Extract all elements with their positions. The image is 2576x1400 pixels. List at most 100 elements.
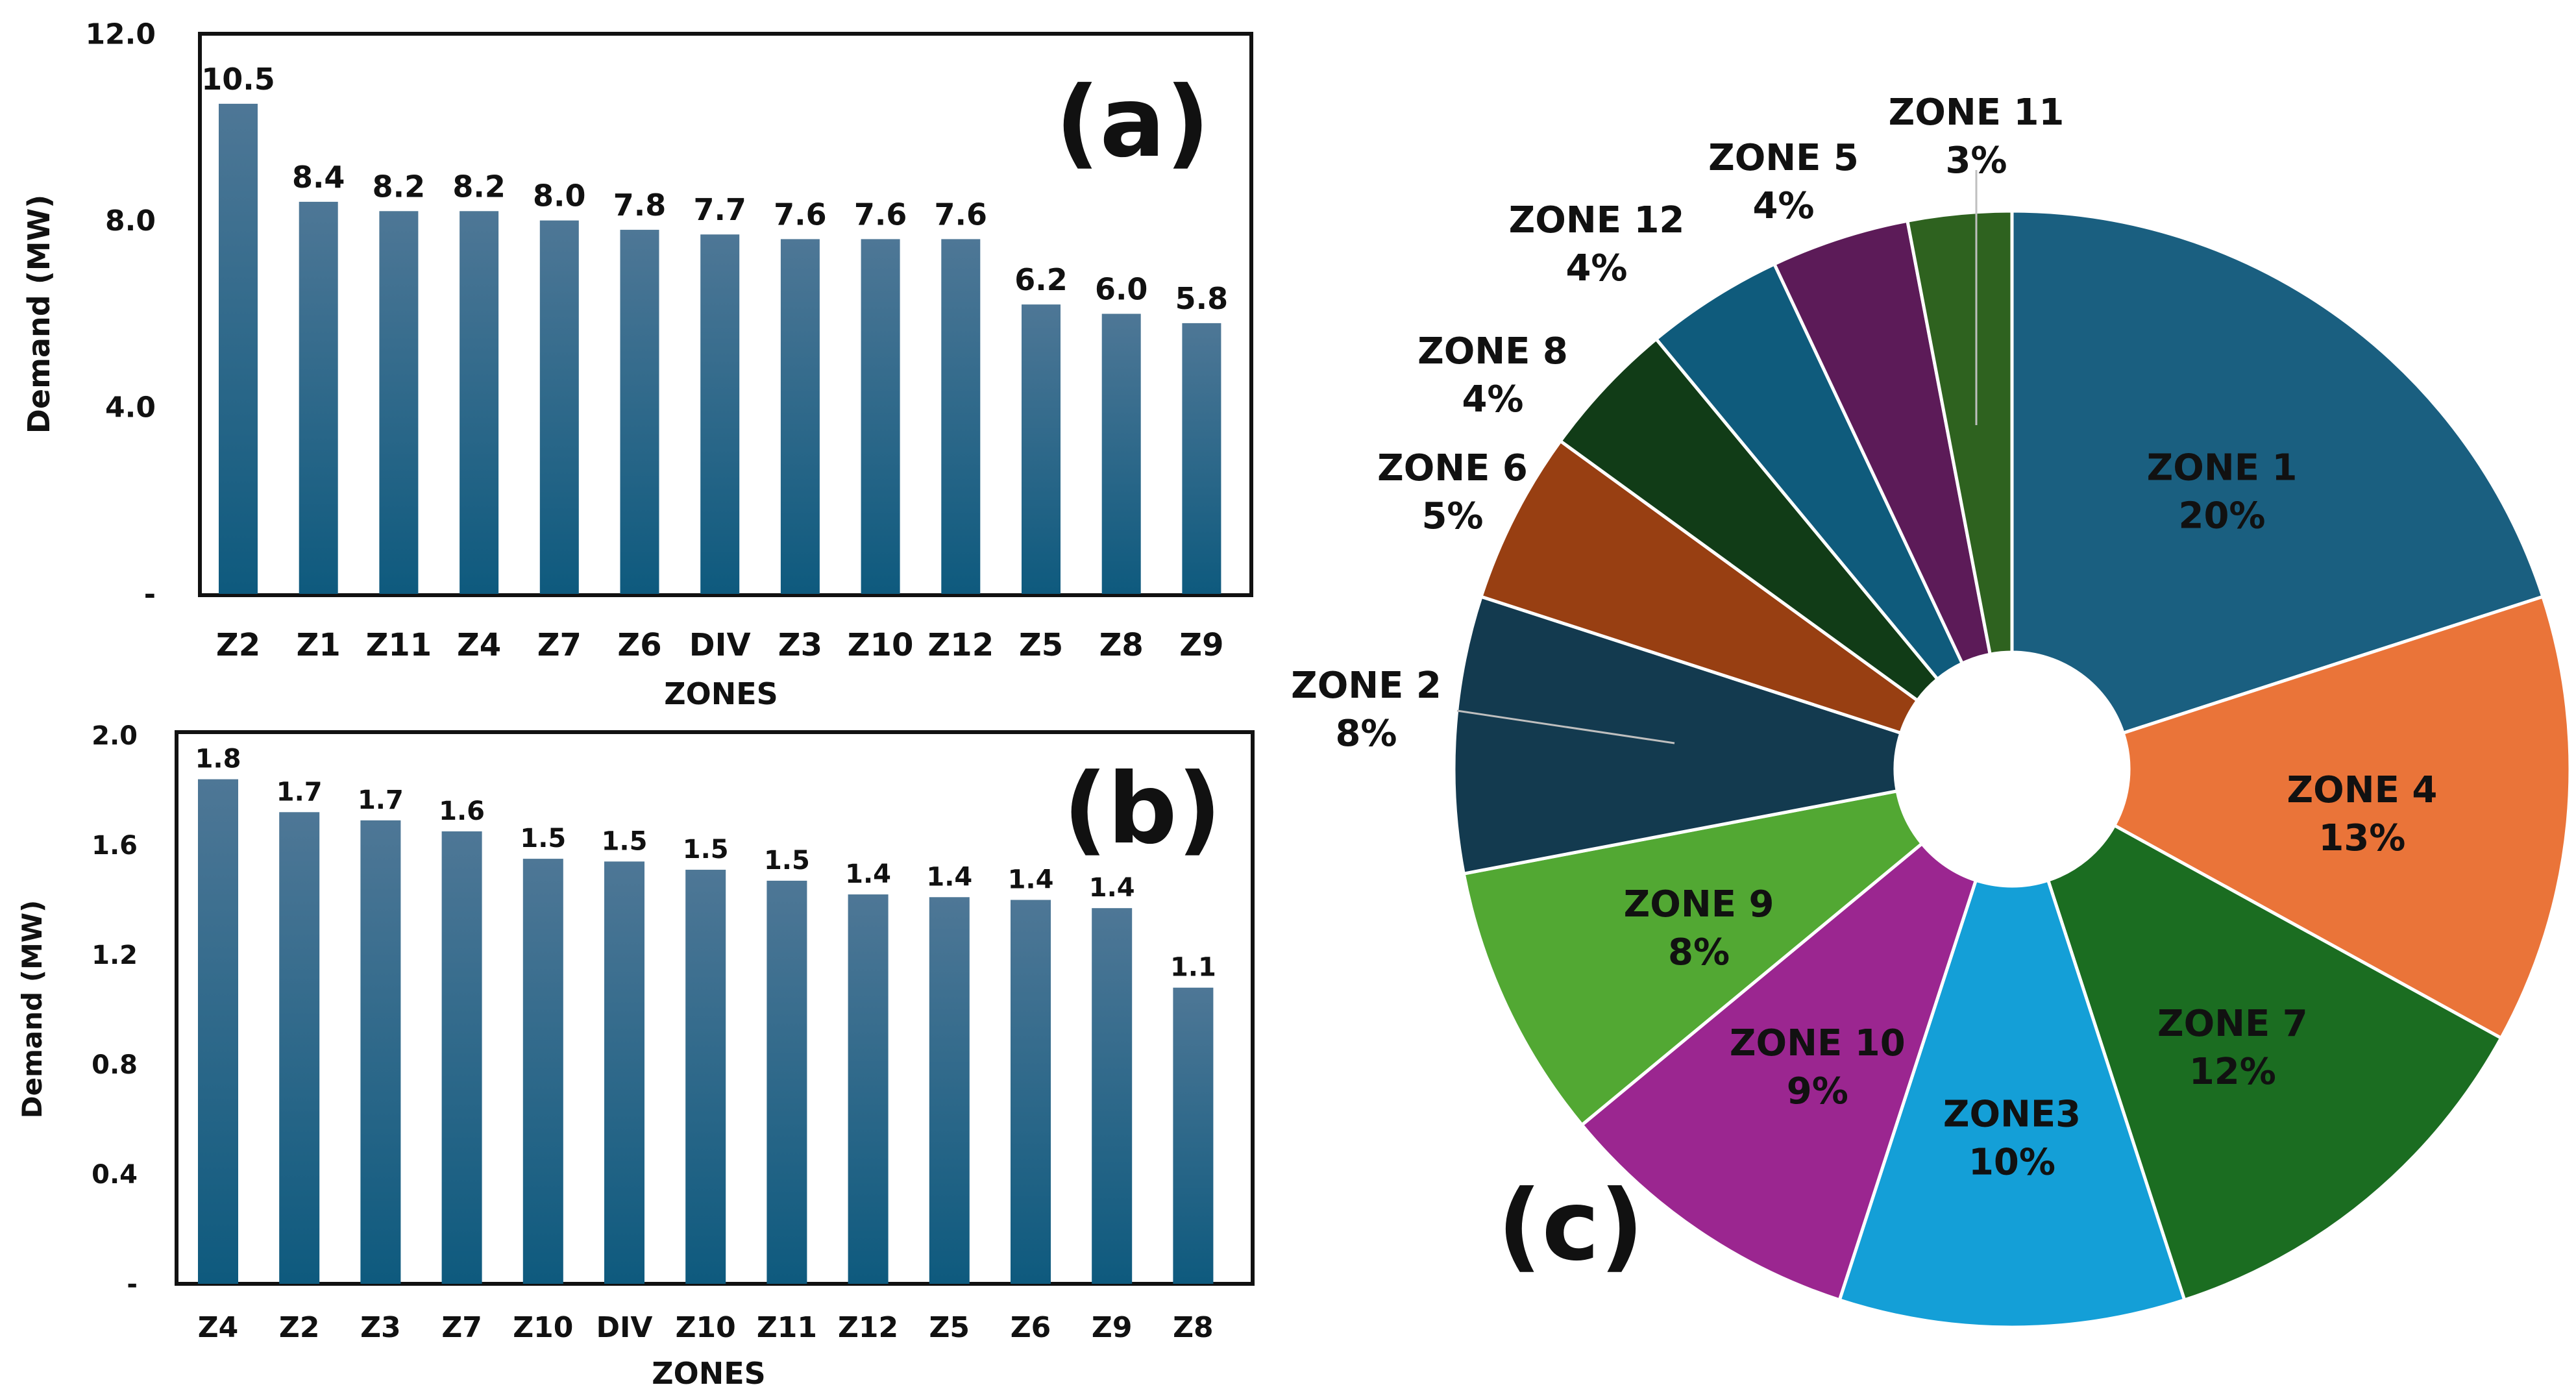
y-tick-label: - [127, 1270, 138, 1299]
slice-percent: 10% [1969, 1141, 2055, 1183]
panel-a-y-axis-label: Demand (MW) [21, 195, 56, 434]
bar-value-label: 1.6 [439, 796, 485, 826]
y-tick-label: 12.0 [85, 18, 156, 51]
bar-value-label: 1.4 [1008, 865, 1054, 895]
bar [522, 859, 563, 1284]
bar [1092, 908, 1133, 1284]
slice-name: ZONE 1 [2147, 447, 2298, 489]
x-tick-label: Z2 [216, 627, 260, 663]
bar-value-label: 1.4 [1089, 873, 1135, 903]
bar-value-label: 1.7 [276, 777, 323, 807]
x-tick-label: Z2 [279, 1311, 320, 1344]
slice-label: ZONE 11 3% [1889, 92, 2065, 182]
panel-b-y-ticks: - 0.4 0.8 1.2 1.6 2.0 [92, 721, 138, 1299]
panel-b-bar-chart: -0.40.81.21.62.0 1.81.7 1.7 1.61.5 1.5 1.5 1.… [16, 721, 1255, 1391]
slice-name: ZONE 7 [2157, 1003, 2308, 1045]
slice-label: ZONE 10 9% [1730, 1022, 1906, 1112]
bar [1182, 323, 1221, 594]
bar [685, 870, 726, 1284]
x-tick-label: Z6 [617, 627, 661, 663]
bar-value-label: 7.6 [774, 197, 827, 232]
slice-label: ZONE 7 12% [2157, 1003, 2308, 1093]
slice-percent: 8% [1668, 931, 1730, 974]
slice-percent: 13% [2318, 817, 2405, 859]
x-tick-label: DIV [596, 1311, 653, 1344]
bar [279, 812, 320, 1284]
pie-slice [1837, 878, 2187, 1329]
bar-value-label: 7.6 [935, 197, 988, 232]
panel-c-leader-lines [1456, 170, 1978, 744]
x-tick-label: Z9 [1179, 627, 1223, 663]
bar-value-label: 5.8 [1175, 281, 1229, 316]
panel-b-bars [198, 779, 1214, 1284]
slice-label: ZONE 1 20% [2147, 447, 2298, 537]
pie-slice [2112, 595, 2572, 1040]
y-tick-label: 4.0 [105, 391, 156, 424]
pie-slice [1905, 209, 2014, 657]
pie-slice [2046, 823, 2504, 1303]
slice-label: ZONE 6 5% [1377, 447, 1528, 537]
slice-percent: 5% [1421, 495, 1483, 537]
slice-percent: 9% [1787, 1070, 1848, 1112]
y-tick-label: 2.0 [92, 721, 138, 751]
x-tick-label: Z6 [1011, 1311, 1051, 1344]
x-tick-label: Z5 [1019, 627, 1063, 663]
panel-b-x-axis-label: ZONES [652, 1356, 766, 1391]
bar [198, 779, 238, 1284]
slice-label: ZONE3 10% [1943, 1093, 2081, 1183]
x-tick-label: Z10 [848, 627, 914, 663]
slice-label: ZONE 9 8% [1624, 883, 1774, 974]
leader-line [1456, 709, 1675, 744]
panel-c-slices [1452, 209, 2572, 1329]
bar-value-label: 7.8 [613, 188, 667, 223]
panel-b-x-tick-labels: Z4 Z2 Z3 Z7 Z10 DIV Z10 Z11 Z12 Z5 Z6 Z9 Z8 [198, 1311, 1214, 1344]
x-tick-label: Z10 [513, 1311, 573, 1344]
bar-value-label: 1.7 [358, 785, 404, 815]
slice-name: ZONE 10 [1730, 1022, 1906, 1064]
bar [1101, 313, 1141, 594]
bar-value-label: 8.2 [373, 169, 426, 204]
y-tick-label: 1.6 [92, 831, 138, 861]
bar-value-label: 7.7 [693, 192, 746, 227]
panel-a-value-labels: 10.5 8.4 8.2 8.2 8.0 7.8 7.7 7.6 7.6 7.6 6.2 6.0 5.8 [201, 62, 1228, 316]
x-tick-label: Z10 [676, 1311, 736, 1344]
bar [861, 239, 900, 594]
bar [604, 861, 644, 1284]
pie-slice [2010, 209, 2545, 735]
pie-slice [1462, 789, 1924, 1127]
slice-label: ZONE 12 4% [1509, 199, 1685, 289]
slice-label: ZONE 8 4% [1417, 330, 1568, 421]
y-tick-label: - [144, 578, 156, 611]
x-tick-label: Z1 [297, 627, 341, 663]
bar [360, 820, 401, 1284]
bar-value-label: 7.6 [854, 197, 907, 232]
panel-b-label: (b) [1063, 753, 1221, 866]
slice-label: ZONE 2 8% [1291, 665, 1441, 755]
slice-name: ZONE 8 [1417, 330, 1568, 373]
bar-value-label: 8.4 [292, 160, 345, 195]
bar [1173, 987, 1214, 1284]
bar-value-label: 1.5 [602, 826, 648, 856]
bar-value-label: 1.1 [1170, 953, 1216, 983]
slice-name: ZONE 6 [1377, 447, 1528, 489]
bar-value-label: 1.5 [520, 824, 566, 854]
bar-value-label: 10.5 [201, 62, 275, 97]
panel-a-x-axis-label: ZONES [664, 676, 778, 711]
bar [620, 230, 659, 594]
x-tick-label: Z8 [1099, 627, 1144, 663]
panel-c-label: (c) [1497, 1170, 1644, 1283]
slice-percent: 12% [2189, 1051, 2276, 1093]
x-tick-label: Z8 [1173, 1311, 1214, 1344]
x-tick-label: Z3 [778, 627, 822, 663]
bar [700, 234, 740, 594]
slice-name: ZONE 5 [1708, 137, 1859, 179]
slice-name: ZONE 11 [1889, 92, 2065, 134]
x-tick-label: Z7 [537, 627, 582, 663]
bar [848, 894, 889, 1284]
x-tick-label: Z11 [757, 1311, 817, 1344]
bar [929, 897, 970, 1284]
bar-value-label: 8.0 [533, 178, 586, 214]
bar [219, 103, 258, 594]
slice-name: ZONE 9 [1624, 883, 1774, 926]
slice-name: ZONE3 [1943, 1093, 2081, 1135]
